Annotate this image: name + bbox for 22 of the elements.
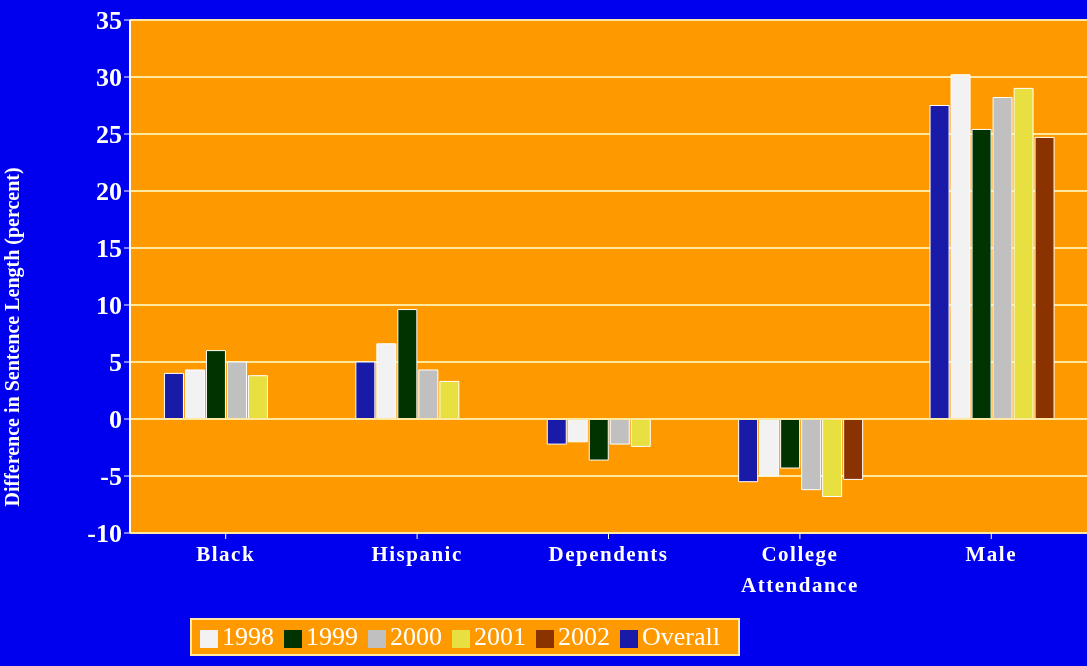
legend-label: 2000 [390, 622, 442, 651]
y-tick-label: 5 [109, 348, 122, 378]
legend-label: 2002 [558, 622, 610, 651]
y-tick-label: 15 [96, 234, 122, 264]
legend-label: Overall [642, 622, 720, 651]
y-tick-label: 20 [96, 177, 122, 207]
y-tick-label: 25 [96, 120, 122, 150]
y-tick-label: 30 [96, 63, 122, 93]
x-tick-label: Hispanic [371, 542, 463, 566]
x-tick-label: College Attendance [741, 542, 859, 597]
y-tick-label: 35 [96, 6, 122, 36]
legend-label: 1999 [306, 622, 358, 651]
x-tick-label: Male [965, 542, 1018, 566]
y-tick-label: -5 [100, 462, 122, 492]
x-tick-label: Black [196, 542, 256, 566]
y-axis-title: Difference in Sentence Length (percent) [1, 167, 25, 507]
y-tick-label: 10 [96, 291, 122, 321]
x-tick-label: Dependents [548, 542, 669, 566]
y-tick-label: 0 [109, 405, 122, 435]
y-tick-label: -10 [87, 519, 122, 549]
legend-label: 1998 [222, 622, 274, 651]
legend-label: 2001 [474, 622, 526, 651]
